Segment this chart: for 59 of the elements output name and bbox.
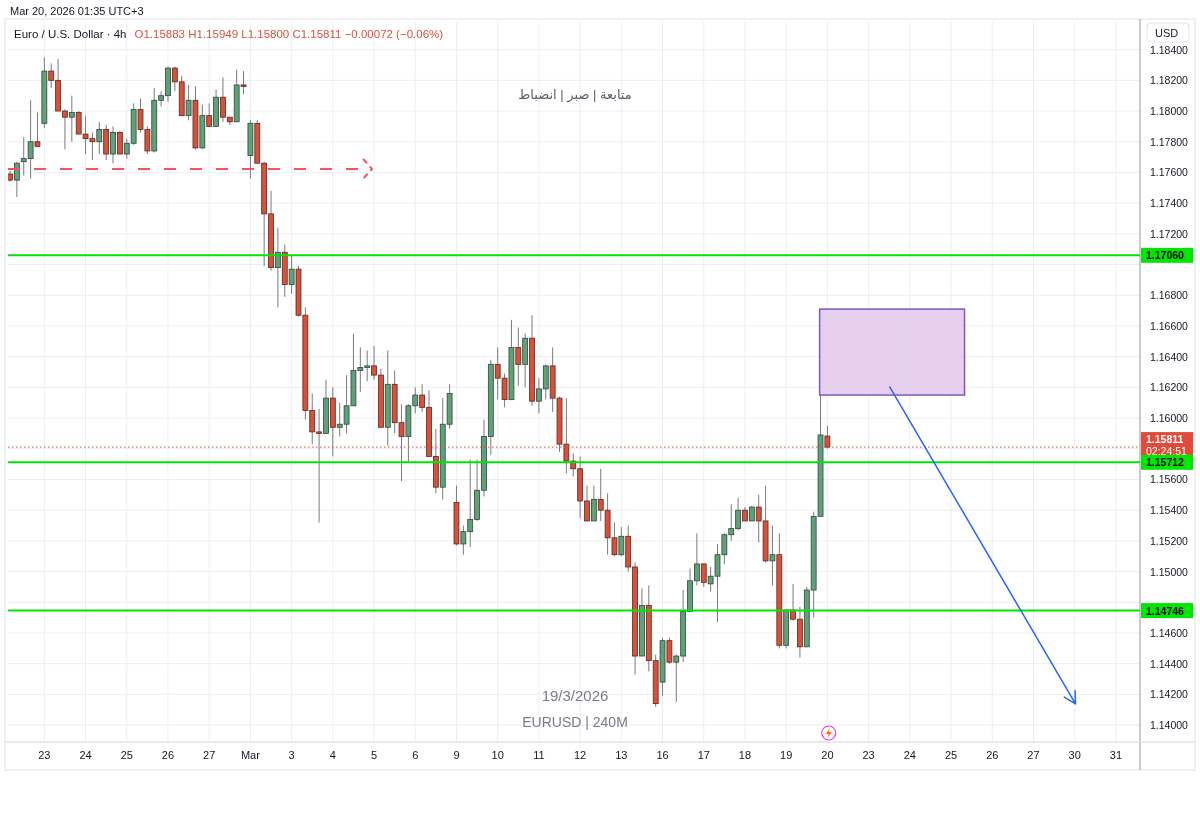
- x-tick-label: 19: [780, 749, 793, 761]
- x-tick-label: 20: [821, 749, 834, 761]
- y-tick-label: 1.17800: [1150, 135, 1189, 148]
- x-tick-label: 24: [79, 749, 92, 761]
- y-axis-title: USD: [1155, 26, 1179, 39]
- ref-line-label: 1.15712: [1146, 456, 1185, 469]
- x-tick-label: 3: [288, 749, 295, 761]
- x-tick-label: 23: [862, 749, 875, 761]
- y-tick-label: 1.15400: [1150, 504, 1189, 517]
- x-tick-label: 4: [329, 749, 336, 761]
- x-tick-label: 5: [370, 749, 378, 761]
- x-tick-label: 27: [1027, 749, 1040, 761]
- x-tick-label: 10: [491, 749, 504, 761]
- x-tick-label: 27: [203, 749, 216, 761]
- x-tick-label: 26: [161, 749, 175, 761]
- y-tick-label: 1.16400: [1150, 350, 1189, 363]
- x-tick-label: 26: [986, 749, 999, 761]
- ref-line-label: 1.17060: [1146, 249, 1185, 262]
- ref-line-label: 1.14746: [1146, 604, 1185, 617]
- x-tick-label: 30: [1068, 749, 1081, 761]
- y-tick-label: 1.18400: [1150, 43, 1189, 56]
- y-tick-label: 1.16800: [1150, 289, 1189, 302]
- text: Mar 20, 2026 01:35 UTC+3: [10, 5, 144, 17]
- x-tick-label: 16: [656, 749, 669, 761]
- y-tick-label: 1.18200: [1150, 74, 1189, 87]
- ref-line-label: 1.15811: [1146, 432, 1184, 445]
- y-tick-label: 1.16200: [1150, 381, 1189, 394]
- y-tick-label: 1.14600: [1150, 627, 1189, 639]
- x-tick-label: 12: [573, 749, 587, 761]
- x-tick-label: 13: [615, 749, 628, 761]
- annotation: EURUSD | 240M: [522, 713, 628, 730]
- y-tick-label: 1.16600: [1150, 319, 1189, 332]
- x-tick-label: Mar: [240, 749, 261, 761]
- x-tick-label: 31: [1109, 749, 1123, 761]
- y-tick-label: 1.14400: [1150, 657, 1189, 670]
- x-tick-label: 24: [903, 749, 916, 761]
- annotation: 19/3/2026: [541, 686, 609, 704]
- annotation: متابعة | صبر | انضباط: [518, 87, 632, 104]
- x-tick-label: 25: [944, 749, 958, 761]
- text: 02:24:51: [1146, 444, 1187, 457]
- y-tick-label: 1.14200: [1150, 688, 1189, 701]
- text: O1.15883 H1.15949 L1.15800 C1.15811 −0.00072 (−0.06%): [134, 28, 444, 40]
- x-tick-label: 9: [453, 749, 460, 761]
- x-tick-label: 25: [120, 749, 133, 761]
- x-tick-label: 18: [738, 749, 752, 761]
- y-tick-label: 1.16000: [1150, 412, 1189, 425]
- x-tick-label: 23: [38, 749, 51, 761]
- y-tick-label: 1.17200: [1150, 227, 1189, 240]
- x-tick-label: 6: [412, 749, 419, 761]
- x-tick-label: 11: [533, 749, 545, 761]
- y-tick-label: 1.15600: [1150, 473, 1189, 486]
- y-tick-label: 1.18000: [1150, 105, 1189, 118]
- y-tick-label: 1.14000: [1150, 719, 1189, 732]
- y-tick-label: 1.17400: [1150, 197, 1189, 210]
- y-tick-label: 1.15000: [1150, 565, 1189, 578]
- y-tick-label: 1.17600: [1150, 166, 1189, 179]
- x-tick-label: 17: [697, 749, 710, 761]
- y-tick-label: 1.15200: [1150, 534, 1189, 547]
- text: Euro / U.S. Dollar · 4h: [14, 28, 127, 40]
